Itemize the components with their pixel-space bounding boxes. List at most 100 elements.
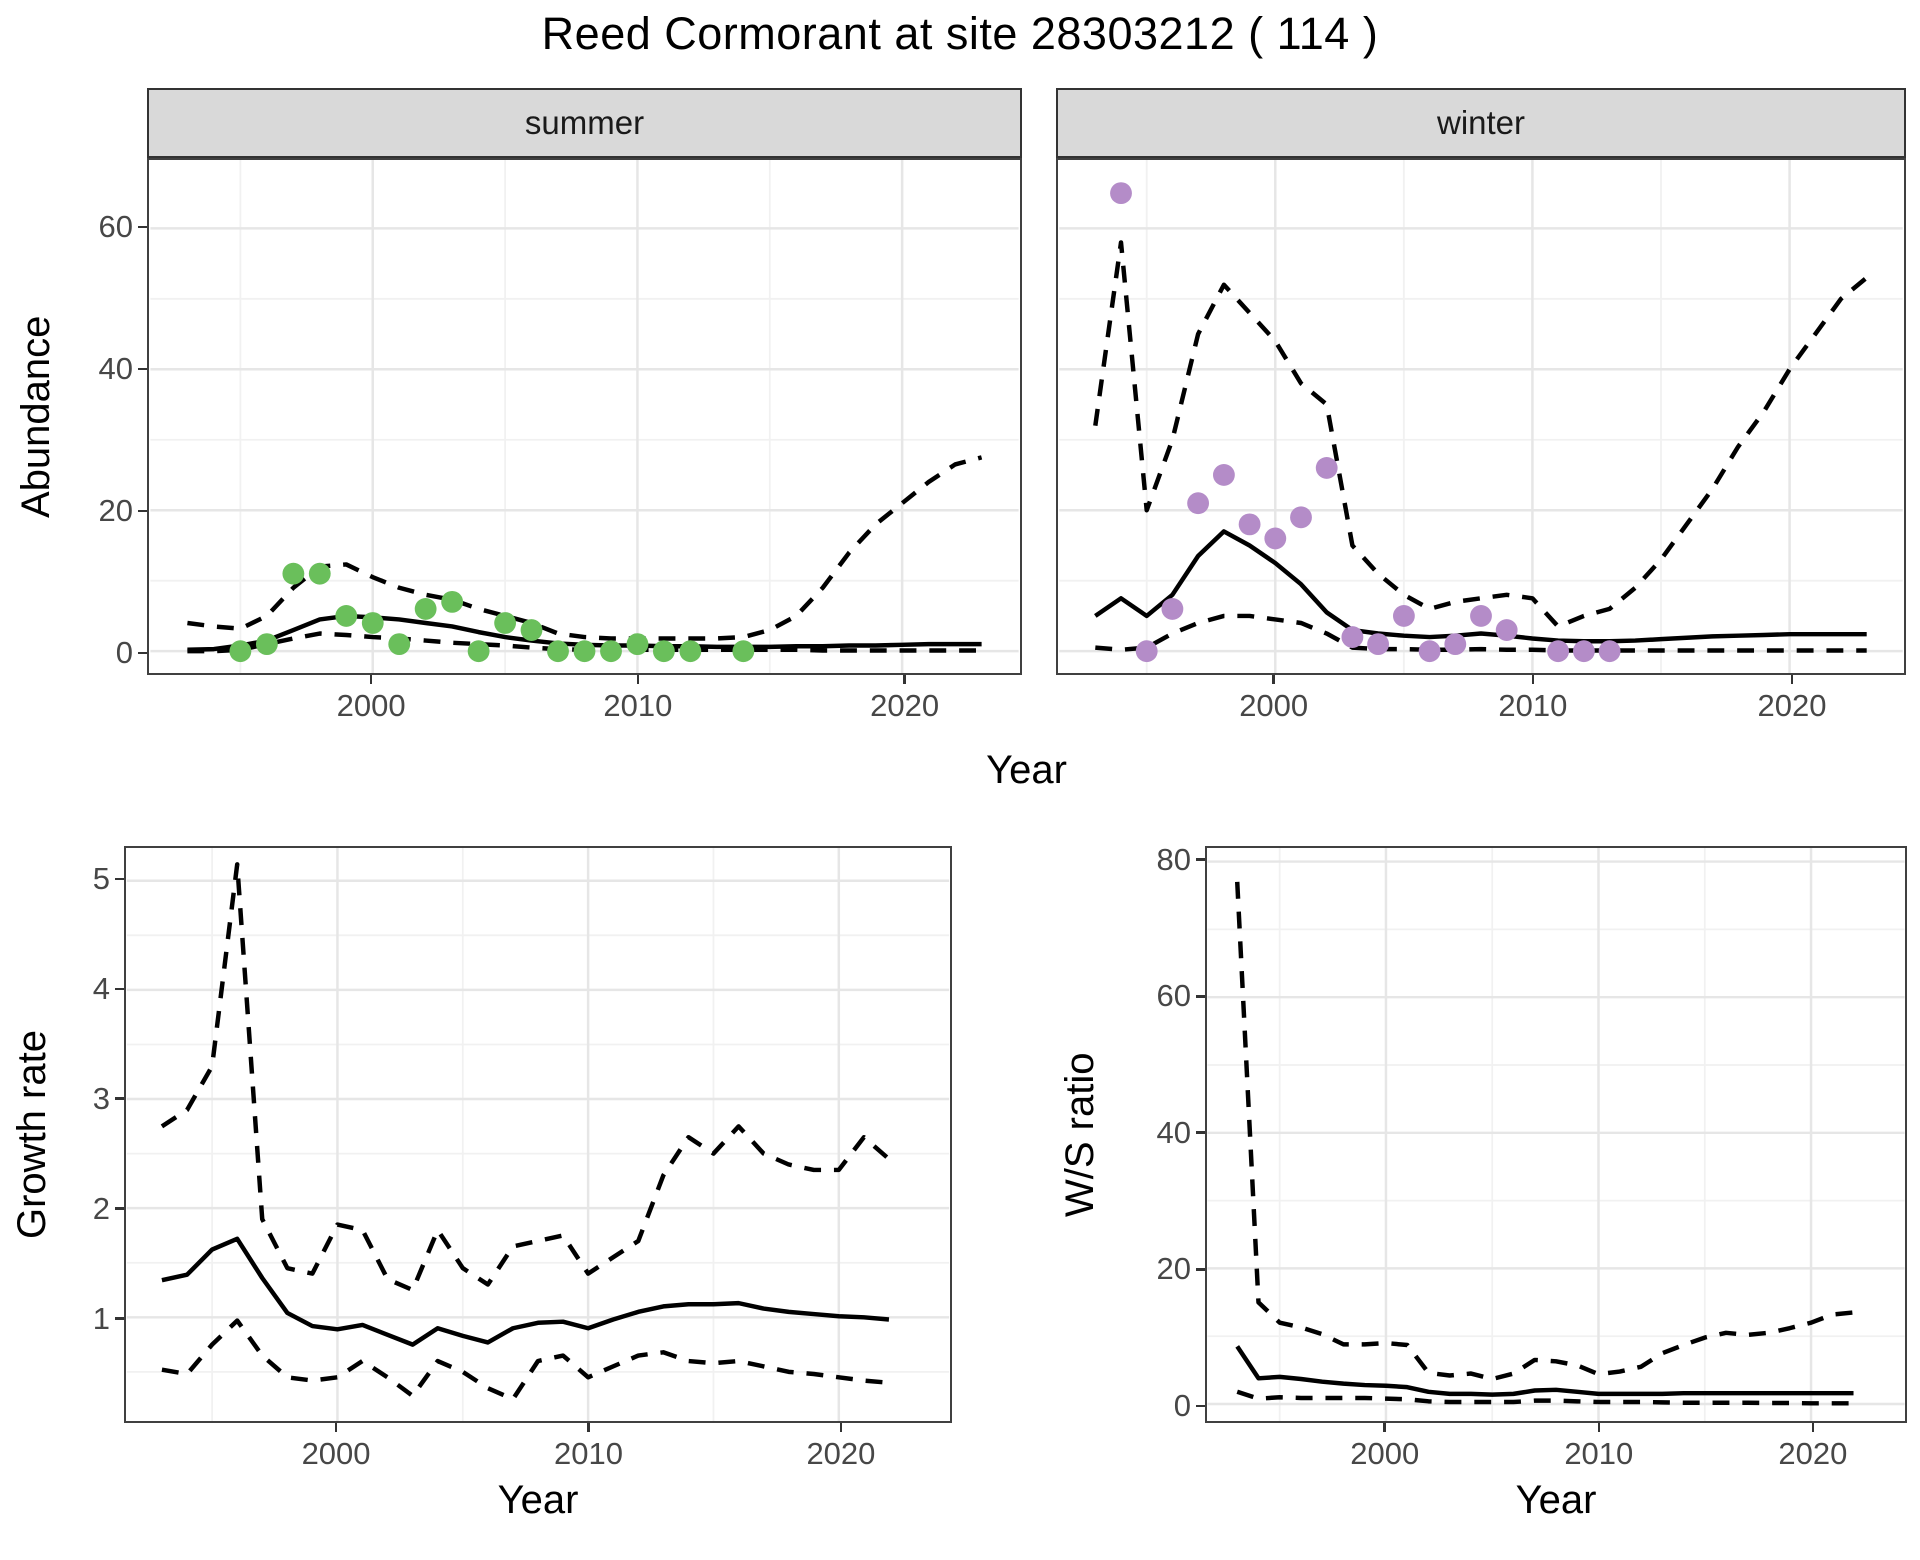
data-point bbox=[1444, 633, 1467, 656]
y-tick-label: 5 bbox=[92, 860, 110, 896]
data-point bbox=[1238, 513, 1261, 536]
x-tick-label: 2020 bbox=[1778, 1436, 1848, 1471]
ws-ratio-chart bbox=[1205, 846, 1907, 1423]
winter-abundance-chart bbox=[1056, 158, 1906, 675]
facet-strip-winter: winter bbox=[1056, 88, 1906, 158]
data-point bbox=[1110, 182, 1132, 205]
x-tick-label: 2010 bbox=[1498, 688, 1568, 723]
data-point bbox=[1161, 597, 1184, 620]
y-tick-mark bbox=[115, 877, 124, 881]
data-point bbox=[652, 640, 675, 663]
x-tick-label: 2020 bbox=[870, 688, 940, 723]
y-tick-mark bbox=[1196, 994, 1205, 998]
data-point bbox=[335, 605, 358, 627]
y-tick-mark bbox=[115, 1317, 124, 1320]
x-tick-label: 2000 bbox=[1239, 688, 1309, 723]
lower-ci-line bbox=[1095, 613, 1867, 653]
x-tick-mark bbox=[369, 675, 373, 684]
x-tick-mark bbox=[1790, 675, 1794, 684]
y-axis-title-ws-ratio: W/S ratio bbox=[1058, 1052, 1102, 1217]
data-point bbox=[1495, 619, 1518, 641]
y-tick-label: 4 bbox=[92, 970, 110, 1006]
data-point bbox=[1212, 464, 1235, 486]
x-axis-title-year-growth: Year bbox=[497, 1478, 579, 1522]
x-tick-mark bbox=[636, 675, 640, 684]
facet-strip-winter-label: winter bbox=[1436, 104, 1526, 141]
x-tick-mark bbox=[903, 675, 906, 684]
y-tick-label: 60 bbox=[1156, 978, 1191, 1014]
x-tick-mark bbox=[334, 1423, 338, 1432]
data-point bbox=[1392, 605, 1415, 627]
x-tick-mark bbox=[1597, 1423, 1601, 1432]
y-tick-label: 1 bbox=[92, 1300, 110, 1336]
y-tick-mark bbox=[1196, 858, 1205, 861]
data-point bbox=[600, 640, 622, 663]
data-point bbox=[282, 562, 305, 585]
x-tick-mark bbox=[1383, 1423, 1387, 1432]
y-axis-title-growth-rate: Growth rate bbox=[10, 1030, 54, 1239]
lower-ci-line bbox=[161, 1318, 890, 1402]
data-point bbox=[1264, 527, 1287, 550]
y-tick-label: 20 bbox=[1156, 1251, 1191, 1287]
upper-ci-line bbox=[160, 862, 891, 1293]
y-tick-mark bbox=[138, 509, 147, 513]
y-tick-mark bbox=[138, 367, 147, 371]
figure-title: Reed Cormorant at site 28303212 ( 114 ) bbox=[541, 8, 1379, 59]
upper-ci-line bbox=[1093, 240, 1869, 629]
y-tick-mark bbox=[1196, 1268, 1205, 1271]
y-tick-label: 60 bbox=[98, 208, 133, 244]
facet-strip-summer: summer bbox=[147, 88, 1022, 158]
x-tick-label: 2000 bbox=[301, 1436, 371, 1471]
x-tick-label: 2010 bbox=[554, 1436, 623, 1471]
x-tick-label: 2020 bbox=[806, 1436, 876, 1471]
y-tick-mark bbox=[115, 1207, 124, 1210]
x-tick-label: 2000 bbox=[1350, 1436, 1420, 1471]
x-tick-mark bbox=[1272, 675, 1275, 684]
x-tick-mark bbox=[1811, 1423, 1815, 1432]
data-point bbox=[255, 633, 278, 656]
y-tick-mark bbox=[1196, 1404, 1205, 1408]
x-tick-mark bbox=[587, 1423, 590, 1432]
median-line bbox=[1235, 1345, 1854, 1397]
y-tick-label: 3 bbox=[92, 1080, 110, 1116]
data-point bbox=[547, 640, 569, 663]
data-point bbox=[388, 633, 411, 656]
data-point bbox=[1418, 640, 1441, 663]
data-point bbox=[679, 640, 702, 663]
data-point bbox=[1187, 492, 1210, 515]
y-axis-title-abundance: Abundance bbox=[14, 315, 58, 518]
x-tick-label: 2010 bbox=[1564, 1436, 1634, 1471]
facet-strip-summer-label: summer bbox=[524, 104, 645, 141]
data-point bbox=[308, 562, 331, 585]
data-point bbox=[229, 640, 252, 663]
x-tick-mark bbox=[1531, 675, 1535, 684]
data-point bbox=[1135, 640, 1158, 663]
y-tick-label: 40 bbox=[98, 350, 133, 386]
data-point bbox=[494, 612, 517, 634]
summer-abundance-chart bbox=[147, 158, 1022, 675]
x-tick-label: 2020 bbox=[1757, 688, 1827, 723]
data-point bbox=[1598, 640, 1621, 663]
data-point bbox=[732, 640, 755, 663]
data-point bbox=[414, 597, 437, 620]
median-line bbox=[161, 1236, 890, 1347]
data-point bbox=[441, 590, 464, 613]
y-tick-label: 2 bbox=[92, 1190, 110, 1226]
x-axis-title-year-ws: Year bbox=[1515, 1478, 1597, 1522]
y-tick-mark bbox=[1196, 1131, 1205, 1135]
x-tick-mark bbox=[839, 1423, 843, 1432]
upper-ci-line bbox=[1234, 881, 1854, 1382]
upper-ci-line bbox=[187, 455, 983, 641]
y-tick-label: 40 bbox=[1156, 1114, 1191, 1150]
y-tick-mark bbox=[115, 1097, 124, 1101]
median-line bbox=[1094, 529, 1867, 644]
x-axis-title-year-top: Year bbox=[986, 748, 1067, 792]
x-tick-label: 2000 bbox=[336, 688, 406, 723]
data-point bbox=[1470, 605, 1492, 627]
y-tick-label: 0 bbox=[115, 634, 133, 670]
data-point bbox=[1572, 640, 1595, 663]
y-tick-mark bbox=[138, 225, 147, 229]
data-point bbox=[573, 640, 596, 663]
y-tick-label: 20 bbox=[98, 492, 133, 528]
